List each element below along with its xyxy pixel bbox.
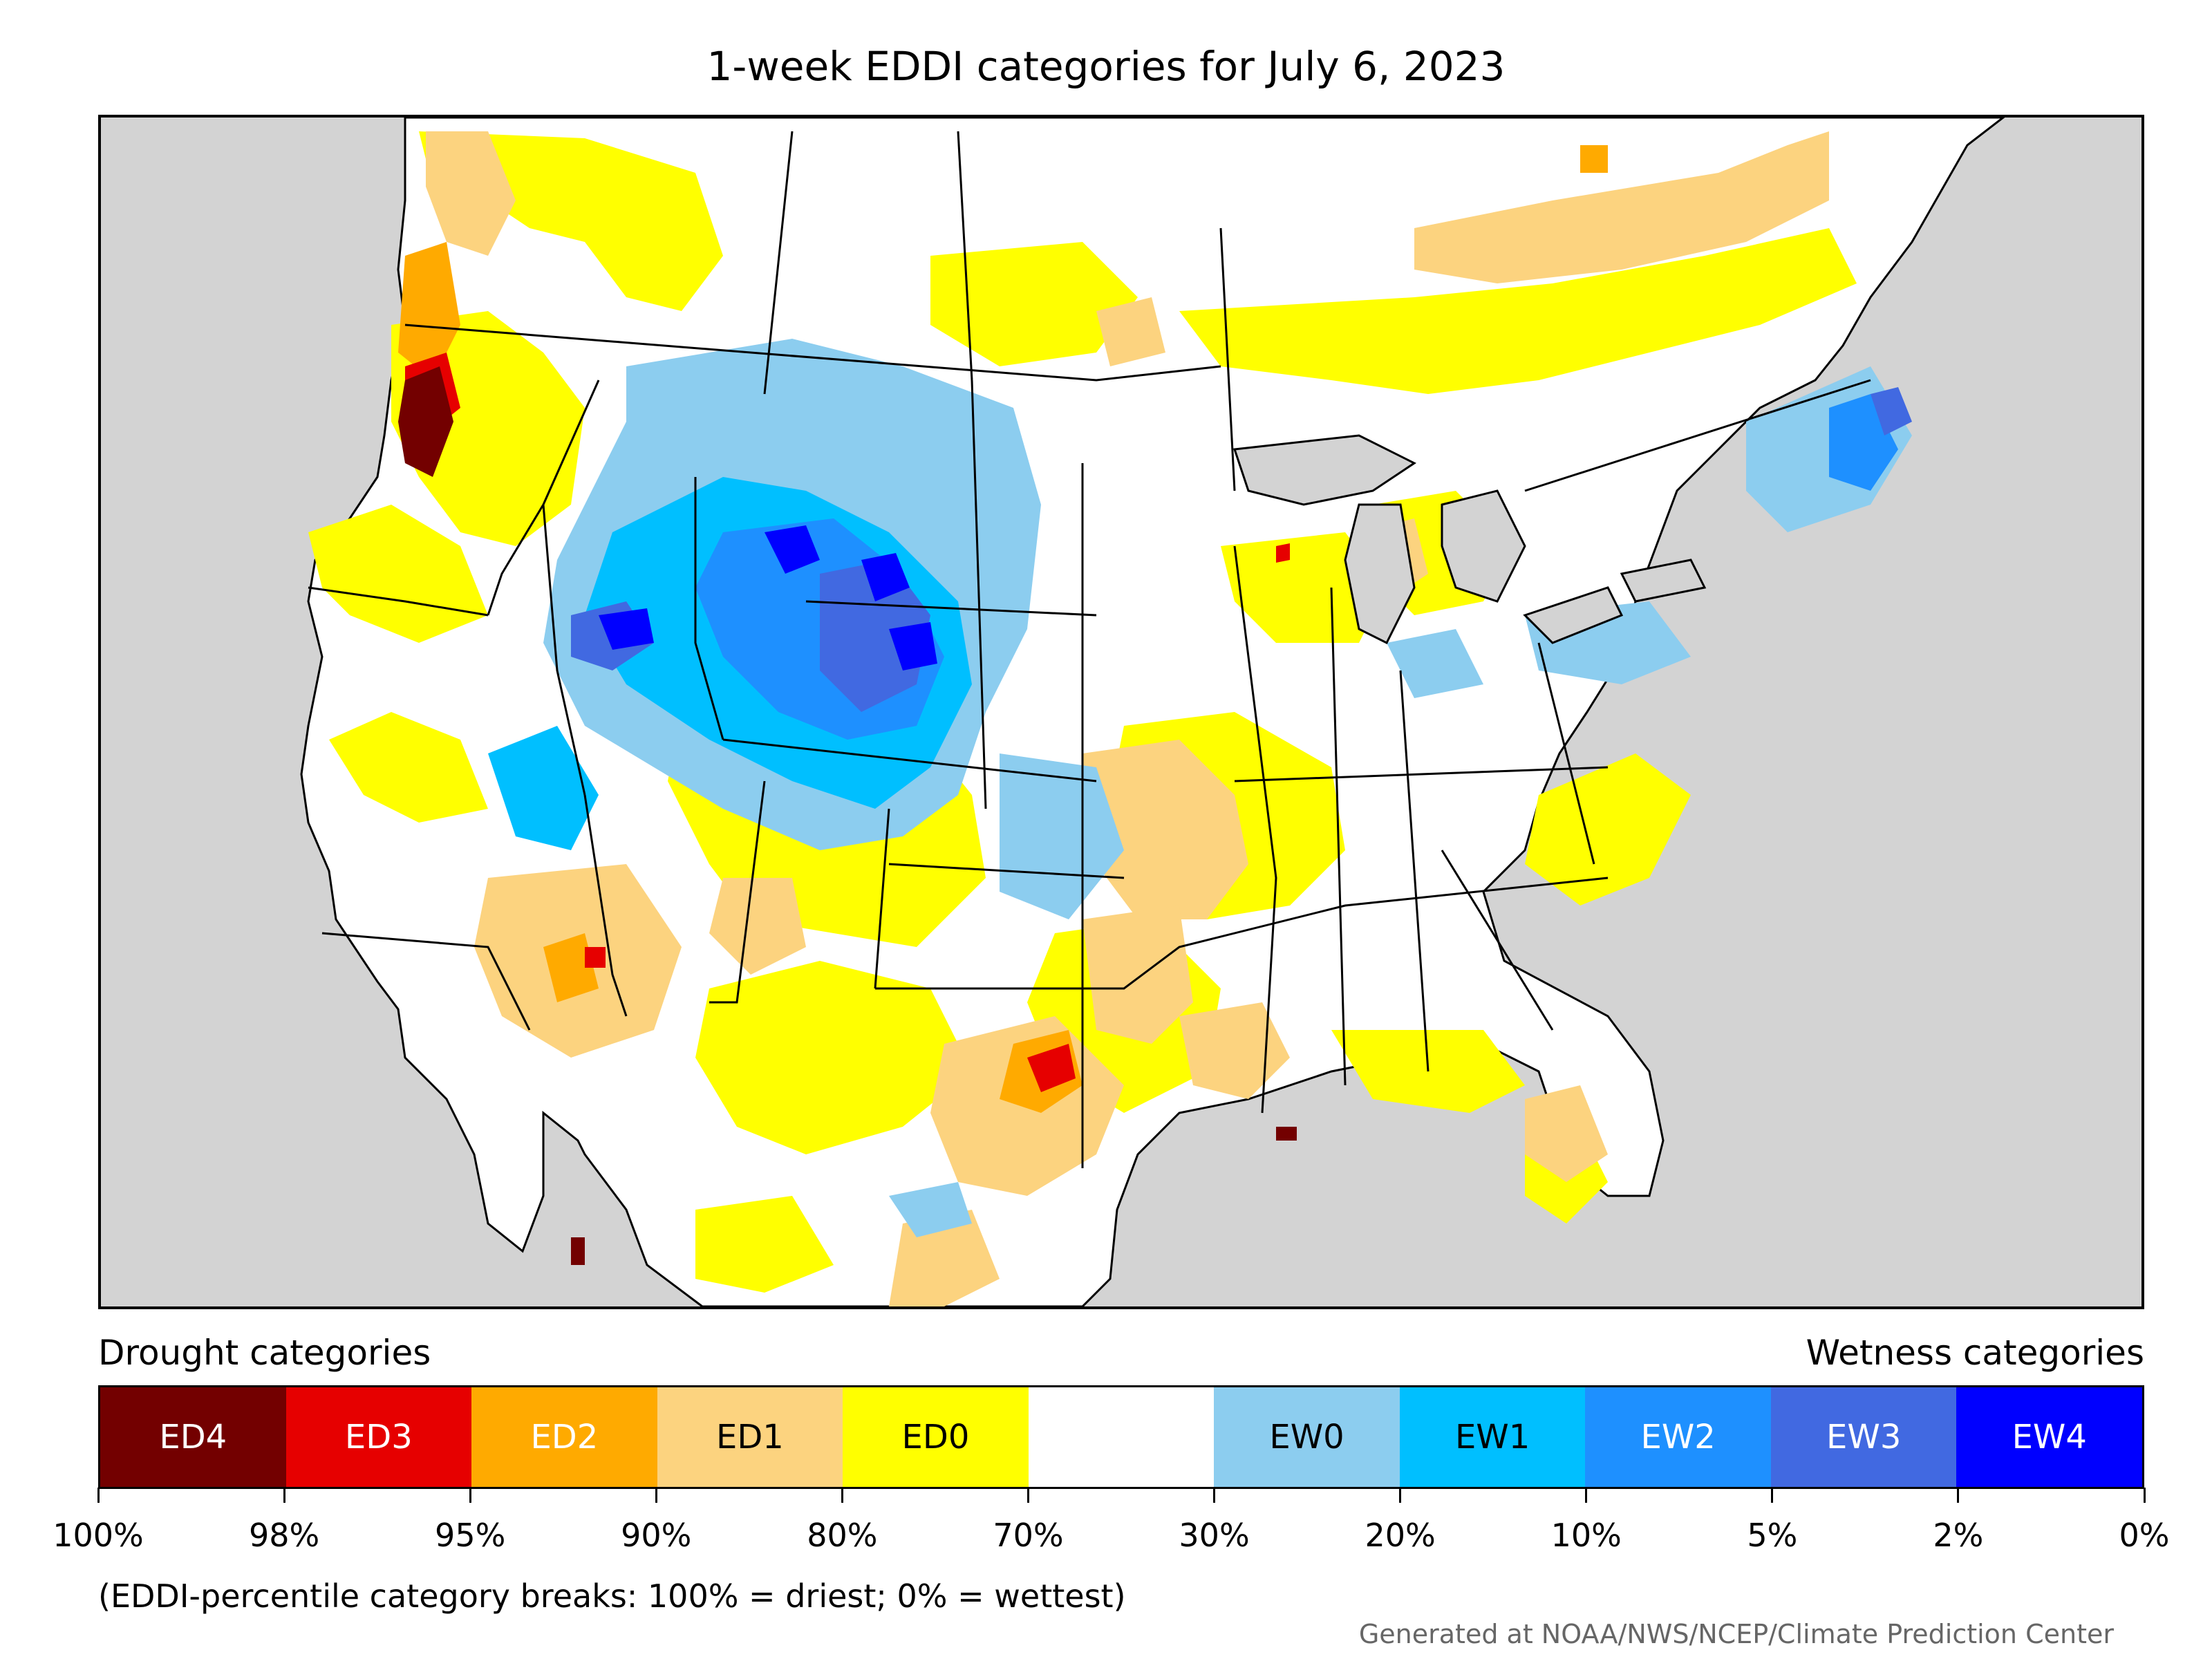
legend-tick xyxy=(655,1488,657,1503)
legend-tick-label: 70% xyxy=(993,1517,1064,1554)
legend-tick-label: 2% xyxy=(1933,1517,1984,1554)
legend-tick-label: 90% xyxy=(621,1517,692,1554)
legend-tick xyxy=(2143,1488,2146,1503)
legend-tick xyxy=(1585,1488,1588,1503)
legend-tick xyxy=(283,1488,285,1503)
legend-swatch-ed2: ED2 xyxy=(471,1387,657,1487)
legend-tick xyxy=(97,1488,100,1503)
legend-tick-label: 95% xyxy=(435,1517,506,1554)
legend-swatch-ew2: EW2 xyxy=(1585,1387,1771,1487)
legend-swatch-ew0: EW0 xyxy=(1214,1387,1400,1487)
legend-tick xyxy=(1771,1488,1774,1503)
drought-categories-title: Drought categories xyxy=(98,1333,431,1373)
legend-tick xyxy=(469,1488,471,1503)
legend-tick xyxy=(841,1488,843,1503)
map-panel xyxy=(98,115,2144,1309)
legend-tick xyxy=(1027,1488,1029,1503)
legend-tick xyxy=(1213,1488,1216,1503)
credit-line: Generated at NOAA/NWS/NCEP/Climate Predi… xyxy=(1358,1619,2114,1649)
legend-swatch-ed3: ED3 xyxy=(285,1387,472,1487)
legend-tick-label: 80% xyxy=(807,1517,878,1554)
legend-swatch-ew4: EW4 xyxy=(1956,1387,2143,1487)
eddi-map xyxy=(300,118,2005,1306)
map-title: 1-week EDDI categories for July 6, 2023 xyxy=(706,43,1506,90)
legend-swatch-ew1: EW1 xyxy=(1399,1387,1586,1487)
legend-tick xyxy=(1957,1488,1960,1503)
legend-swatch-neutral xyxy=(1028,1387,1215,1487)
legend-tick-label: 100% xyxy=(53,1517,144,1554)
wetness-categories-title: Wetness categories xyxy=(1806,1333,2144,1373)
color-legend: ED4 ED3 ED2 ED1 ED0 EW0 EW1 EW2 EW3 EW4 xyxy=(98,1385,2144,1489)
legend-swatch-ed0: ED0 xyxy=(843,1387,1029,1487)
legend-tick-label: 30% xyxy=(1179,1517,1250,1554)
legend-tick-label: 0% xyxy=(2119,1517,2170,1554)
legend-swatch-ew3: EW3 xyxy=(1770,1387,1957,1487)
legend-swatch-ed4: ED4 xyxy=(100,1387,286,1487)
legend-tick-label: 20% xyxy=(1365,1517,1436,1554)
legend-tick xyxy=(1399,1488,1402,1503)
legend-swatch-ed1: ED1 xyxy=(657,1387,843,1487)
legend-tick-label: 10% xyxy=(1550,1517,1622,1554)
legend-tick-label: 98% xyxy=(248,1517,320,1554)
legend-tick-label: 5% xyxy=(1747,1517,1798,1554)
footnote: (EDDI-percentile category breaks: 100% =… xyxy=(98,1577,1126,1615)
